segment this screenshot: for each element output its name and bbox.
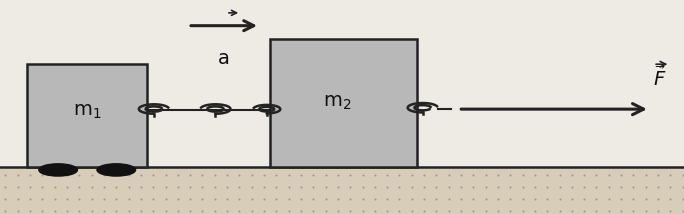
Bar [270, 39, 417, 167]
Text: a: a [218, 49, 230, 68]
Text: m$_1$: m$_1$ [73, 102, 101, 121]
Bar [27, 64, 147, 167]
Circle shape [97, 164, 135, 176]
Text: $\vec{F}$: $\vec{F}$ [653, 66, 667, 90]
Text: m$_2$: m$_2$ [323, 93, 351, 112]
Circle shape [39, 164, 77, 176]
Bar [0, 167, 684, 214]
